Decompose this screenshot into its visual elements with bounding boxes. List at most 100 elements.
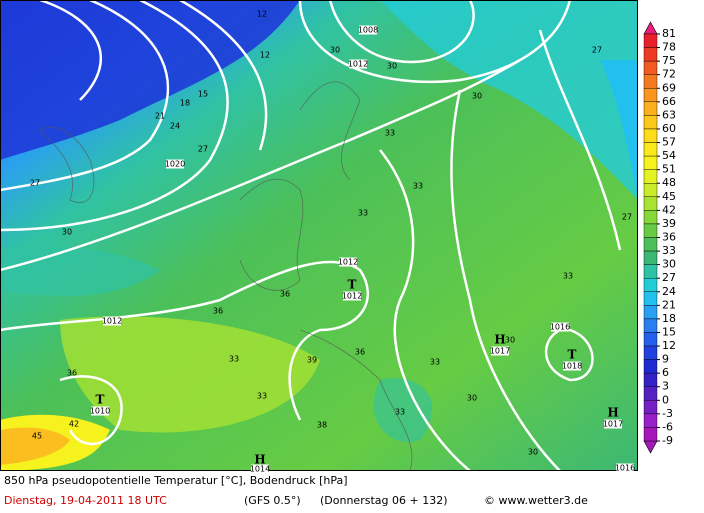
contour-label: 30 xyxy=(330,46,340,55)
colorbar-label: 60 xyxy=(662,122,676,135)
colorbar-band xyxy=(643,88,658,103)
colorbar-label: 18 xyxy=(662,312,676,325)
pressure-center: T xyxy=(348,278,357,292)
contour-label: 30 xyxy=(467,394,477,403)
colorbar-label: 63 xyxy=(662,108,676,121)
contour-label: 33 xyxy=(430,358,440,367)
contour-label: 36 xyxy=(213,307,223,316)
colorbar-band xyxy=(643,33,658,48)
contour-label: 30 xyxy=(62,228,72,237)
colorbar-label: 12 xyxy=(662,339,676,352)
contour-label: 21 xyxy=(155,112,165,121)
contour-label: 33 xyxy=(563,272,573,281)
colorbar-band xyxy=(643,60,658,75)
pressure-center: H xyxy=(607,406,618,420)
colorbar-label: 15 xyxy=(662,325,676,338)
contour-label: 33 xyxy=(358,209,368,218)
colorbar-label: 54 xyxy=(662,149,676,162)
map xyxy=(1,1,637,470)
colorbar-band xyxy=(643,278,658,292)
colorbar-label: 21 xyxy=(662,298,676,311)
map-frame xyxy=(0,0,638,471)
colorbar-label: 9 xyxy=(662,353,669,366)
contour-label: 33 xyxy=(229,355,239,364)
contour-label: 33 xyxy=(395,408,405,417)
colorbar-arrow xyxy=(643,440,658,454)
colorbar-band xyxy=(643,386,658,401)
contour-label: 30 xyxy=(528,448,538,457)
colorbar-band xyxy=(643,291,658,306)
colorbar-label: 57 xyxy=(662,136,676,149)
contour-label: 42 xyxy=(69,420,79,429)
isobar-label: 1017 xyxy=(603,420,623,429)
contour-label: 30 xyxy=(505,336,515,345)
isobar-label: 1012 xyxy=(348,60,368,69)
colorbar-band xyxy=(643,223,658,238)
isobar-label: 1012 xyxy=(338,258,358,267)
label-bg xyxy=(91,406,109,416)
colorbar-band xyxy=(643,115,658,130)
label-bg xyxy=(343,291,361,301)
colorbar-label: 81 xyxy=(662,27,676,40)
contour-label: 36 xyxy=(67,369,77,378)
caption-date: Dienstag, 19-04-2011 18 UTC xyxy=(4,494,167,507)
colorbar-label: 48 xyxy=(662,176,676,189)
colorbar-label: -9 xyxy=(662,434,673,447)
colorbar-band xyxy=(643,210,658,225)
colorbar-band xyxy=(643,372,658,387)
label-bg xyxy=(103,316,121,326)
caption-run: (Donnerstag 06 + 132) xyxy=(320,494,447,507)
contour-label: 33 xyxy=(413,182,423,191)
isobar-label: 1008 xyxy=(358,26,378,35)
label-bg xyxy=(251,464,269,474)
colorbar-band xyxy=(643,183,658,198)
pressure-center: T xyxy=(568,348,577,362)
label-bg xyxy=(616,463,634,473)
label-bg xyxy=(604,419,622,429)
colorbar-band xyxy=(643,237,658,252)
colorbar-label: 45 xyxy=(662,190,676,203)
colorbar-label: 78 xyxy=(662,41,676,54)
colorbar-label: 0 xyxy=(662,393,669,406)
isobar-label: 1020 xyxy=(165,160,185,169)
contour-label: 27 xyxy=(30,179,40,188)
label-bg xyxy=(349,59,367,69)
label-bg xyxy=(166,159,184,169)
colorbar-band xyxy=(643,142,658,157)
label-bg xyxy=(339,257,357,267)
colorbar-band xyxy=(643,305,658,320)
isobar-label: 1016 xyxy=(550,323,570,332)
contour-label: 36 xyxy=(355,348,365,357)
colorbar-label: 75 xyxy=(662,54,676,67)
isobar-label: 1012 xyxy=(342,292,362,301)
isobar-label: 1017 xyxy=(490,347,510,356)
pressure-center: H xyxy=(254,453,265,467)
isobar-label: 1018 xyxy=(562,362,582,371)
colorbar-label: 69 xyxy=(662,81,676,94)
colorbar-band xyxy=(643,169,658,184)
colorbar-band xyxy=(643,345,658,360)
colorbar-label: 51 xyxy=(662,163,676,176)
colorbar-label: 24 xyxy=(662,285,676,298)
isobar-label: 1010 xyxy=(90,407,110,416)
contour-label: 33 xyxy=(257,392,267,401)
colorbar-label: 33 xyxy=(662,244,676,257)
colorbar: 8178757269666360575451484542393633302724… xyxy=(643,21,676,454)
contour-label: 24 xyxy=(170,122,180,131)
contour-label: 18 xyxy=(180,99,190,108)
colorbar-band xyxy=(643,101,658,116)
colorbar-band xyxy=(643,318,658,333)
colorbar-label: 72 xyxy=(662,68,676,81)
colorbar-label: 27 xyxy=(662,271,676,284)
colorbar-band xyxy=(643,128,658,143)
colorbar-arrow xyxy=(643,21,658,35)
colorbar-label: -6 xyxy=(662,420,673,433)
colorbar-label: 6 xyxy=(662,366,669,379)
colorbar-label: -3 xyxy=(662,407,673,420)
colorbar-band xyxy=(643,74,658,89)
colorbar-band xyxy=(643,250,658,265)
colorbar-band xyxy=(643,359,658,374)
contour-label: 30 xyxy=(472,92,482,101)
colorbar-band xyxy=(643,196,658,211)
